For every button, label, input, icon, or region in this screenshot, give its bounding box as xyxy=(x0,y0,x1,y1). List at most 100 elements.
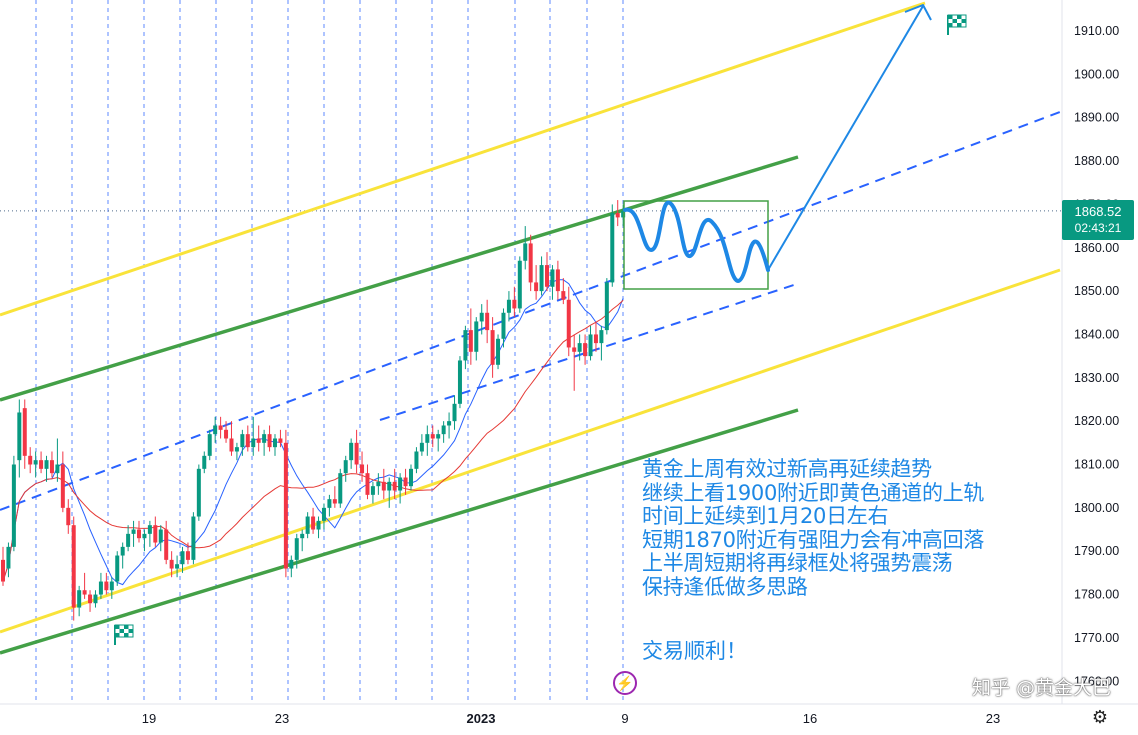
channel-lower-green-line[interactable] xyxy=(0,408,799,655)
candle[interactable] xyxy=(496,334,501,370)
candle[interactable] xyxy=(305,512,310,539)
candle[interactable] xyxy=(283,429,288,578)
candle[interactable] xyxy=(398,473,403,504)
candle[interactable] xyxy=(202,451,207,474)
candle[interactable] xyxy=(528,234,533,292)
candle[interactable] xyxy=(196,464,201,521)
candle[interactable] xyxy=(71,516,76,621)
candle[interactable] xyxy=(370,481,375,504)
candle[interactable] xyxy=(577,334,582,361)
candle[interactable] xyxy=(175,555,180,578)
candle[interactable] xyxy=(604,278,609,335)
candle[interactable] xyxy=(109,577,114,599)
candle[interactable] xyxy=(88,590,93,612)
candle[interactable] xyxy=(93,590,98,608)
lightning-icon[interactable]: ⚡ xyxy=(613,671,637,695)
candle[interactable] xyxy=(278,429,283,448)
candle[interactable] xyxy=(621,204,626,227)
candle[interactable] xyxy=(327,494,332,517)
candle[interactable] xyxy=(289,555,294,578)
gear-icon[interactable]: ⚙ xyxy=(1091,707,1109,727)
candle[interactable] xyxy=(60,451,65,513)
candle[interactable] xyxy=(44,455,49,482)
candle[interactable] xyxy=(66,499,71,534)
candle[interactable] xyxy=(256,425,261,452)
candle[interactable] xyxy=(381,468,386,500)
channel-upper-green-line[interactable] xyxy=(0,155,799,402)
candle[interactable] xyxy=(468,308,473,365)
candle[interactable] xyxy=(104,572,109,595)
candle[interactable] xyxy=(131,520,136,547)
candle[interactable] xyxy=(11,455,16,552)
candle[interactable] xyxy=(49,451,54,478)
candle[interactable] xyxy=(457,356,462,409)
candle[interactable] xyxy=(561,278,566,305)
candle[interactable] xyxy=(545,252,549,292)
projected-arrow-line[interactable] xyxy=(767,5,924,271)
candle[interactable] xyxy=(311,507,316,534)
candle[interactable] xyxy=(441,421,446,443)
candle[interactable] xyxy=(6,542,11,578)
candle[interactable] xyxy=(523,226,528,270)
candle[interactable] xyxy=(419,434,424,456)
candle[interactable] xyxy=(555,260,560,300)
candle[interactable] xyxy=(251,416,256,456)
candle[interactable] xyxy=(169,551,174,578)
candle[interactable] xyxy=(485,299,490,344)
candle[interactable] xyxy=(615,200,620,227)
candle[interactable] xyxy=(316,516,321,539)
candle[interactable] xyxy=(267,425,272,452)
candle[interactable] xyxy=(218,416,223,439)
candle[interactable] xyxy=(273,434,277,456)
candle[interactable] xyxy=(22,399,27,469)
candle[interactable] xyxy=(17,399,22,478)
candle[interactable] xyxy=(610,204,615,287)
candle[interactable] xyxy=(376,473,381,495)
candle[interactable] xyxy=(142,529,147,552)
candle[interactable] xyxy=(28,447,33,474)
channel-lower-dashed-line[interactable] xyxy=(379,282,801,421)
candle[interactable] xyxy=(240,429,245,456)
candle[interactable] xyxy=(153,516,158,547)
candle[interactable] xyxy=(191,512,196,565)
candle[interactable] xyxy=(55,438,60,482)
candle[interactable] xyxy=(115,551,120,586)
candle[interactable] xyxy=(82,572,87,599)
flag-checkered-icon[interactable] xyxy=(114,624,134,645)
candle[interactable] xyxy=(599,325,604,361)
candle[interactable] xyxy=(338,468,343,508)
candle[interactable] xyxy=(321,503,326,530)
candle[interactable] xyxy=(234,442,239,461)
candle[interactable] xyxy=(343,455,348,482)
flag-checkered-icon[interactable] xyxy=(947,14,967,35)
candle[interactable] xyxy=(593,321,598,352)
candle[interactable] xyxy=(207,429,212,461)
candle[interactable] xyxy=(539,256,544,296)
candle[interactable] xyxy=(583,334,588,365)
candle[interactable] xyxy=(474,317,479,361)
candle[interactable] xyxy=(588,325,593,361)
candle[interactable] xyxy=(430,425,435,448)
candle[interactable] xyxy=(360,451,365,482)
candle[interactable] xyxy=(463,325,468,370)
candle[interactable] xyxy=(414,447,419,474)
candle[interactable] xyxy=(147,520,152,547)
candle[interactable] xyxy=(479,304,484,335)
candle[interactable] xyxy=(180,546,185,573)
candle[interactable] xyxy=(392,468,397,500)
candle[interactable] xyxy=(566,286,571,357)
candle[interactable] xyxy=(262,429,267,456)
candle[interactable] xyxy=(158,525,163,552)
candle[interactable] xyxy=(490,317,495,378)
candle[interactable] xyxy=(452,395,457,430)
candle[interactable] xyxy=(39,451,44,474)
candle[interactable] xyxy=(447,412,452,439)
candle[interactable] xyxy=(349,438,354,469)
candle[interactable] xyxy=(409,464,413,491)
candle[interactable] xyxy=(77,585,82,617)
candle[interactable] xyxy=(550,265,555,300)
candle[interactable] xyxy=(365,464,370,500)
candle[interactable] xyxy=(137,520,141,543)
